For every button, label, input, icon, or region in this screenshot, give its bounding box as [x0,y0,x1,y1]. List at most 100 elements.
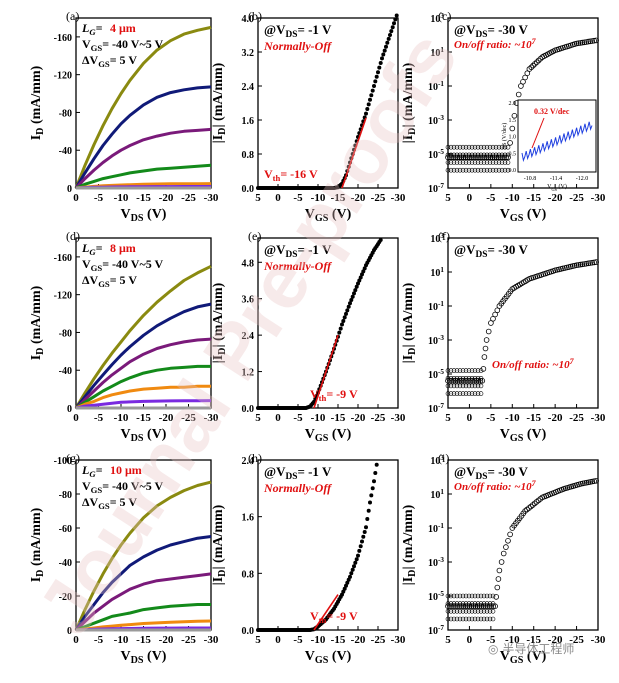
panel-b: 5 0 -5 -10 -15 -20 -25 -300.00.81.62.43.24.0VGS… [211,9,406,224]
data-point [348,574,352,579]
text-span: 0.0 [242,404,255,415]
text-span: -120 [54,291,72,302]
noise-point [463,167,469,173]
y-tick-label: 103 [430,232,444,245]
data-point [573,262,580,269]
text-span: 10 [428,370,438,381]
vth-label: Vth= -16 V [264,167,318,183]
noise-point [463,375,469,381]
x-tick-label: -20 [548,192,563,204]
y-axis-label: |ID| (mA/mm) [211,282,228,363]
noise-point [457,368,463,373]
y-axis-label: ID (mA/mm) [29,285,46,360]
inset-y-tick-label: 0.5 [509,151,517,157]
text-span: |I [211,577,226,586]
noise-point [448,160,454,165]
text-span: -15 [331,634,346,646]
x-tick-label: -15 [331,634,346,646]
noise-point [448,383,454,389]
text-span: | (mA/mm) [401,62,416,127]
x-tick-label: -5 [486,412,496,424]
noise-point [448,167,454,173]
noise-point [448,375,454,381]
data-point [450,154,457,161]
series-line-olive [74,25,212,189]
x-tick-label: -30 [391,412,406,424]
data-point [466,377,472,384]
y-tick-label: 10-1 [428,80,444,93]
data-point [445,154,451,161]
noise-point [466,593,472,599]
text-span: -10.8 [524,176,537,182]
noise-point [460,160,466,165]
data-point [498,559,505,565]
data-point [494,584,501,591]
text-span: 10 [428,302,438,313]
text-span: GS [315,213,329,224]
text-span: -10 [505,634,520,646]
data-point [345,308,350,313]
text-span: -25 [569,192,584,204]
text-span: = -1 V [297,22,332,37]
text-span: = -16 V [280,167,318,181]
data-point [464,154,471,161]
x-tick-label: -10 [505,192,520,204]
lg-label: LG= [81,463,103,479]
data-point [537,55,544,62]
y-tick-label: 10-7 [428,624,444,637]
noise-point [481,593,487,599]
x-axis-label: VGS (V) [500,427,547,444]
noise-point [451,391,457,396]
text-span: GS [551,187,557,192]
noise-point [472,383,478,389]
text-span: |I [401,355,416,364]
text-span: -3 [438,114,444,122]
text-span: D [35,570,46,577]
noise-point [481,160,487,165]
x-tick-label: -15 [136,412,151,424]
text-span: L [81,21,89,35]
text-span: 0.0 [509,168,517,174]
noise-point [478,616,484,622]
noise-point [469,160,475,165]
text-span: 2.4 [242,456,255,467]
x-tick-label: 0 [73,192,79,204]
text-span: 10 [430,14,440,25]
text-span: = 5 V [110,53,138,67]
text-span: = -9 V [326,609,358,623]
y-tick-label: 101 [430,266,444,279]
lg-label: LG= [81,21,103,37]
bias-label: @VDS= -1 V [264,464,332,482]
text-span: 0 [67,626,72,637]
noise-point [499,152,505,158]
panel-label: (d) [66,229,80,243]
data-point [373,471,378,475]
noise-point [460,368,466,373]
data-point [345,580,350,585]
text-span: V [305,649,315,664]
text-span: -10 [311,634,326,646]
data-point [369,93,374,98]
data-point [493,594,500,600]
y-tick-label: -160 [54,253,72,264]
data-point [366,102,371,107]
noise-point [460,375,466,381]
noise-point [469,144,475,150]
noise-point [475,160,481,165]
x-tick-label: -30 [591,192,606,204]
text-span: 0 [73,412,79,424]
lg-value: 4 μm [110,21,136,35]
x-tick-label: -15 [526,412,541,424]
data-point [361,269,366,274]
noise-point [475,368,481,373]
data-point [462,603,469,609]
vgs-step: ΔVGS= 5 V [82,53,137,69]
noise-point [463,144,469,150]
text-span: -20 [159,634,174,646]
text-span: 10 [428,336,438,347]
noise-point [460,391,466,396]
noise-point [457,375,463,381]
data-point [337,330,342,335]
noise-point [451,383,457,389]
